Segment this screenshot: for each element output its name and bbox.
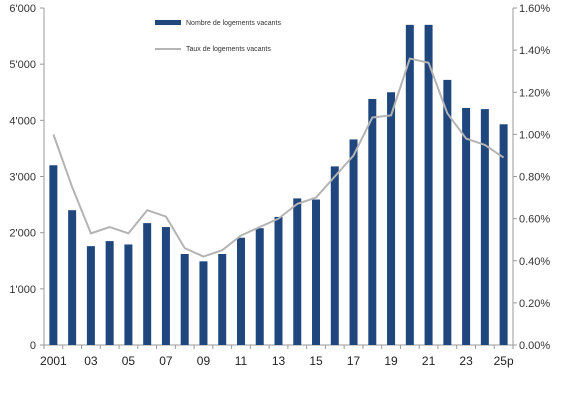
x-tick-label: 05: [122, 354, 136, 368]
x-tick-label: 11: [235, 354, 248, 368]
bar: [236, 237, 245, 345]
legend-label-bars: Nombre de logements vacants: [186, 20, 281, 27]
left-tick-label: 1'000: [9, 284, 36, 296]
right-tick-label: 1.40%: [519, 45, 550, 57]
bar: [49, 165, 58, 345]
bar: [349, 139, 358, 345]
left-tick-label: 3'000: [9, 172, 36, 184]
bar: [86, 246, 95, 345]
x-tick-label: 03: [84, 354, 98, 368]
bar: [143, 223, 152, 345]
right-tick-label: 0.00%: [519, 340, 550, 352]
line-series-vacancy-rate: [52, 57, 505, 258]
legend-swatch-bars: [155, 20, 181, 25]
x-tick-label: 21: [422, 354, 436, 368]
vacancy-rate-line: [52, 57, 505, 258]
right-y-axis: 0.00% 0.20% 0.40% 0.60% 0.80% 1.00% 1.20% 1.40%…: [512, 3, 550, 352]
bar: [368, 98, 377, 346]
bar: [330, 166, 339, 345]
bar: [462, 107, 471, 345]
bar: [68, 210, 77, 345]
x-tick-label: 23: [459, 354, 473, 368]
right-tick-label: 1.60%: [519, 3, 550, 15]
bar: [499, 124, 508, 345]
bar: [405, 24, 414, 345]
bar: [480, 109, 489, 345]
x-tick-label: 17: [347, 354, 361, 368]
x-tick-label: 09: [197, 354, 211, 368]
bar: [387, 92, 396, 345]
right-tick-label: 1.00%: [519, 129, 550, 141]
left-tick-label: 0: [30, 340, 36, 352]
x-tick-label: 19: [384, 354, 398, 368]
bar: [161, 227, 170, 345]
right-tick-label: 0.60%: [519, 214, 550, 226]
x-tick-label: 2001: [40, 354, 67, 368]
left-tick-label: 6'000: [9, 3, 36, 15]
left-y-axis: 0 1'000 2'000 3'000 4'000 5'000 6'000: [9, 3, 45, 352]
x-tick-label: 07: [159, 354, 173, 368]
right-tick-label: 0.40%: [519, 256, 550, 268]
bar: [124, 244, 133, 345]
bar: [274, 216, 283, 345]
bar: [424, 24, 433, 345]
right-tick-label: 1.20%: [519, 87, 550, 99]
bar: [312, 199, 321, 345]
x-tick-label: 15: [309, 354, 323, 368]
bar: [218, 254, 227, 345]
bar: [443, 79, 452, 345]
legend: Nombre de logements vacants Taux de loge…: [155, 20, 281, 53]
bar: [105, 241, 114, 345]
x-tick-label: 25p: [494, 354, 514, 368]
x-axis: 2001 03 05 07 09 11 13 15 17 19 21 23 25p: [40, 344, 514, 368]
left-tick-label: 4'000: [9, 115, 36, 127]
bar: [293, 198, 302, 345]
bar: [180, 254, 189, 345]
bar: [199, 261, 208, 345]
legend-label-line: Taux de logements vacants: [186, 46, 271, 53]
right-tick-label: 0.20%: [519, 298, 550, 310]
left-tick-label: 2'000: [9, 228, 36, 240]
x-tick-label: 13: [272, 354, 286, 368]
bar: [255, 228, 264, 345]
left-tick-label: 5'000: [9, 59, 36, 71]
bar-series-vacant-dwellings: [49, 24, 508, 346]
right-tick-label: 0.80%: [519, 172, 550, 184]
